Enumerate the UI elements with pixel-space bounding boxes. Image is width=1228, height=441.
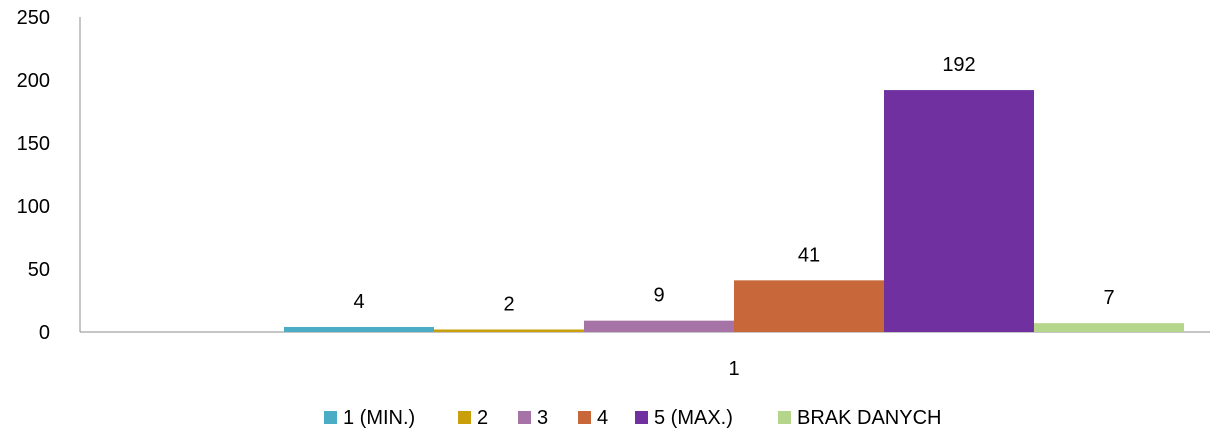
data-label: 2 <box>503 293 514 315</box>
legend-label: 5 (MAX.) <box>654 407 733 429</box>
x-tick-label: 1 <box>728 358 739 380</box>
legend-label: BRAK DANYCH <box>797 407 941 429</box>
legend-swatch <box>324 411 337 424</box>
legend-swatch <box>578 411 591 424</box>
legend-label: 3 <box>537 407 548 429</box>
bar-4 <box>734 280 884 332</box>
data-label: 192 <box>942 54 975 76</box>
bar-5 <box>884 90 1034 332</box>
data-label: 7 <box>1103 287 1114 309</box>
bar-1 <box>284 326 434 332</box>
bar-2 <box>434 329 584 332</box>
y-tick-label: 100 <box>17 196 50 218</box>
y-tick-label: 150 <box>17 133 50 155</box>
data-label: 41 <box>798 244 820 266</box>
bar-6 <box>1034 323 1184 332</box>
y-tick-label: 50 <box>28 259 50 281</box>
bar-3 <box>584 320 734 332</box>
y-tick-label: 250 <box>17 7 50 29</box>
legend-label: 1 (MIN.) <box>343 407 415 429</box>
legend-label: 2 <box>477 407 488 429</box>
legend-label: 4 <box>597 407 608 429</box>
y-tick-label: 200 <box>17 70 50 92</box>
legend-swatch <box>635 411 648 424</box>
legend-swatch <box>458 411 471 424</box>
legend-swatch <box>778 411 791 424</box>
legend-swatch <box>518 411 531 424</box>
data-label: 4 <box>353 291 364 313</box>
y-tick-label: 0 <box>39 322 50 344</box>
data-label: 9 <box>653 285 664 307</box>
